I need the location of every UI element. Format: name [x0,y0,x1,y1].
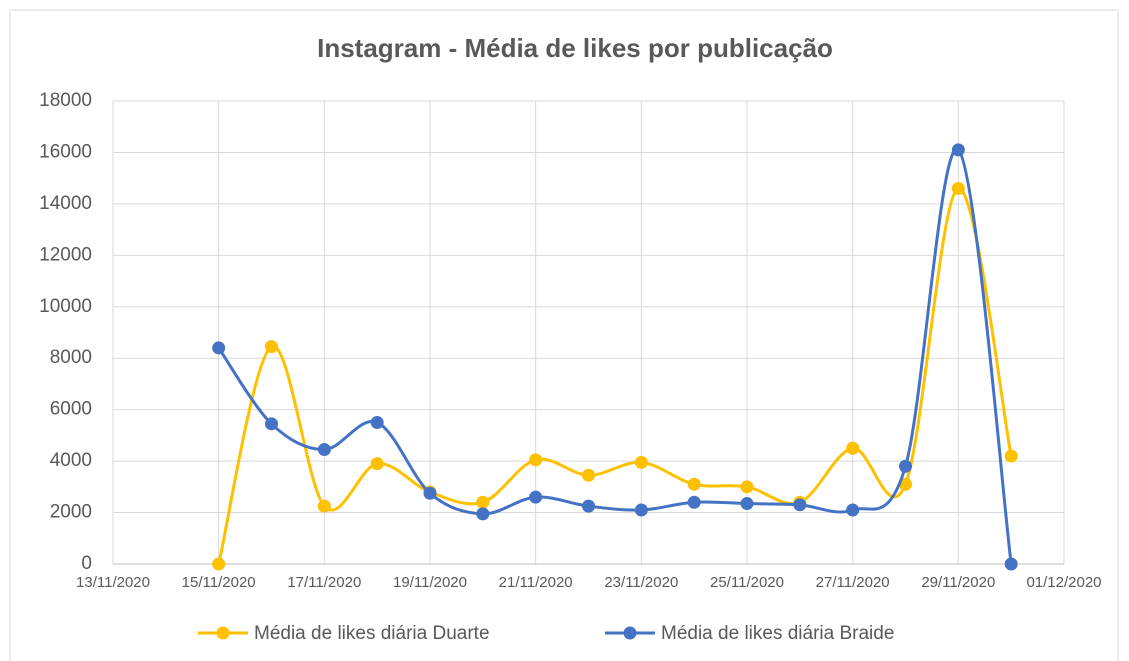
x-tick-label: 29/11/2020 [921,574,995,591]
data-point [634,503,648,517]
x-tick-label: 23/11/2020 [604,574,678,591]
y-tick-label: 18000 [39,90,92,111]
x-tick-label: 01/12/2020 [1026,574,1101,591]
data-point [529,490,543,504]
data-point [899,477,912,491]
data-point [899,459,912,473]
legend-label: Média de likes diária Duarte [254,623,490,644]
legend-marker [216,626,230,640]
legend-label: Média de likes diária Braide [661,623,894,644]
data-point [951,143,965,157]
data-point [212,341,226,355]
data-point [846,441,860,455]
x-tick-label: 27/11/2020 [816,574,890,591]
data-point [687,495,701,509]
legend-marker [623,626,637,640]
x-tick-label: 19/11/2020 [393,574,467,591]
data-point [1004,557,1018,571]
data-point [265,417,278,431]
data-point [317,499,331,513]
y-tick-label: 8000 [50,347,92,368]
y-tick-label: 14000 [39,193,92,214]
data-point [476,495,490,509]
x-tick-label: 17/11/2020 [287,574,361,591]
y-tick-label: 16000 [39,141,92,162]
x-tick-label: 21/11/2020 [499,574,573,591]
data-point [582,468,595,482]
data-point [951,181,965,195]
chart-title: Instagram - Média de likes por publicaçã… [317,33,833,63]
data-point [212,557,226,571]
chart-frame [9,9,1119,661]
data-point [846,503,860,517]
y-tick-label: 4000 [50,450,92,471]
y-tick-label: 6000 [50,399,92,420]
y-tick-label: 10000 [39,296,92,317]
data-point [370,457,384,471]
x-tick-label: 13/11/2020 [76,574,150,591]
data-point [265,340,278,354]
data-point [740,497,754,511]
series-line [217,148,1013,565]
data-point [793,498,807,512]
data-point [634,455,648,469]
data-point [529,453,543,467]
data-point [740,480,754,494]
data-point [317,443,331,457]
x-tick-label: 25/11/2020 [710,574,784,591]
data-point [370,416,384,430]
data-point [1004,449,1018,463]
data-point [582,499,595,513]
y-tick-label: 0 [81,553,92,574]
y-tick-label: 12000 [39,244,92,265]
x-tick-label: 15/11/2020 [182,574,256,591]
data-point [687,477,701,491]
y-tick-label: 2000 [50,502,92,523]
data-point [476,507,490,521]
data-point [423,486,437,500]
